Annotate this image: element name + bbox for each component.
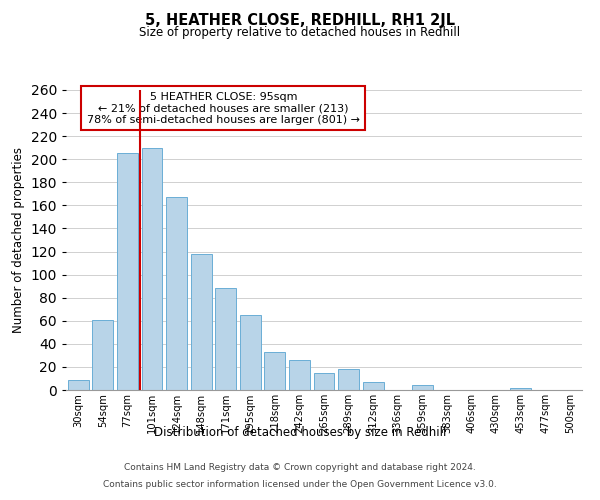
Bar (68, 380, 89, 390)
Bar (314, 372, 334, 390)
Bar (412, 386, 433, 390)
Bar (92, 320, 113, 390)
Bar (117, 154, 138, 390)
Bar (215, 288, 236, 390)
Text: Contains public sector information licensed under the Open Government Licence v3: Contains public sector information licen… (103, 480, 497, 489)
Text: 5 HEATHER CLOSE: 95sqm
← 21% of detached houses are smaller (213)
78% of semi-de: 5 HEATHER CLOSE: 95sqm ← 21% of detached… (87, 92, 360, 124)
Bar (362, 382, 383, 390)
Bar (166, 198, 187, 390)
Bar (289, 360, 310, 390)
Y-axis label: Number of detached properties: Number of detached properties (12, 147, 25, 333)
Bar (265, 352, 286, 390)
Bar (338, 369, 359, 390)
Bar (240, 315, 261, 390)
Bar (142, 148, 163, 390)
Text: Contains HM Land Registry data © Crown copyright and database right 2024.: Contains HM Land Registry data © Crown c… (124, 464, 476, 472)
Bar (191, 254, 212, 390)
Text: 5, HEATHER CLOSE, REDHILL, RH1 2JL: 5, HEATHER CLOSE, REDHILL, RH1 2JL (145, 12, 455, 28)
Text: Size of property relative to detached houses in Redhill: Size of property relative to detached ho… (139, 26, 461, 39)
Bar (510, 388, 531, 390)
Text: Distribution of detached houses by size in Redhill: Distribution of detached houses by size … (154, 426, 446, 439)
